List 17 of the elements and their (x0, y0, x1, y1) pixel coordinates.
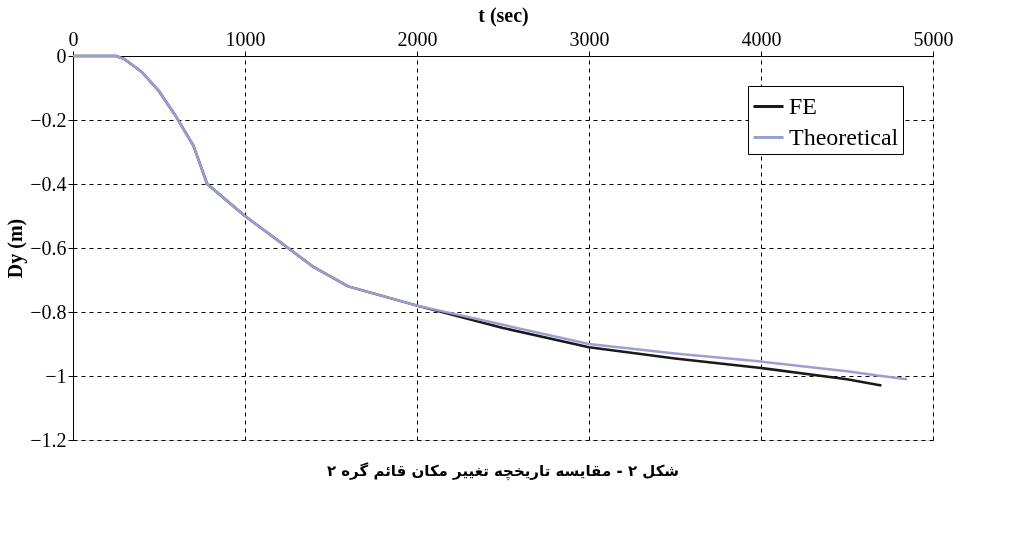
x-tick-label: 4000 (741, 27, 782, 50)
y-tick-label: −0.4 (30, 172, 67, 195)
y-axis-title: Dy (m) (4, 218, 28, 279)
x-axis-title: t (sec) (478, 3, 529, 27)
x-tick-label: 2000 (397, 27, 438, 50)
y-tick-label: −1.2 (30, 428, 67, 451)
y-tick-label: −1 (45, 364, 67, 387)
x-tick-label: 3000 (569, 27, 610, 50)
legend-label: Theoretical (789, 123, 899, 150)
text: شکل ۲ - مقایسه تاریخچه تغییر مکان قائم گره ۲ (326, 462, 680, 481)
x-tick-label: 1000 (225, 27, 266, 50)
y-tick-label: 0 (56, 44, 67, 67)
y-tick-label: −0.8 (30, 300, 67, 323)
legend-label: FE (789, 92, 818, 119)
y-tick-label: −0.2 (30, 108, 67, 131)
y-tick-label: −0.6 (30, 236, 67, 259)
x-tick-label: 5000 (913, 27, 954, 50)
